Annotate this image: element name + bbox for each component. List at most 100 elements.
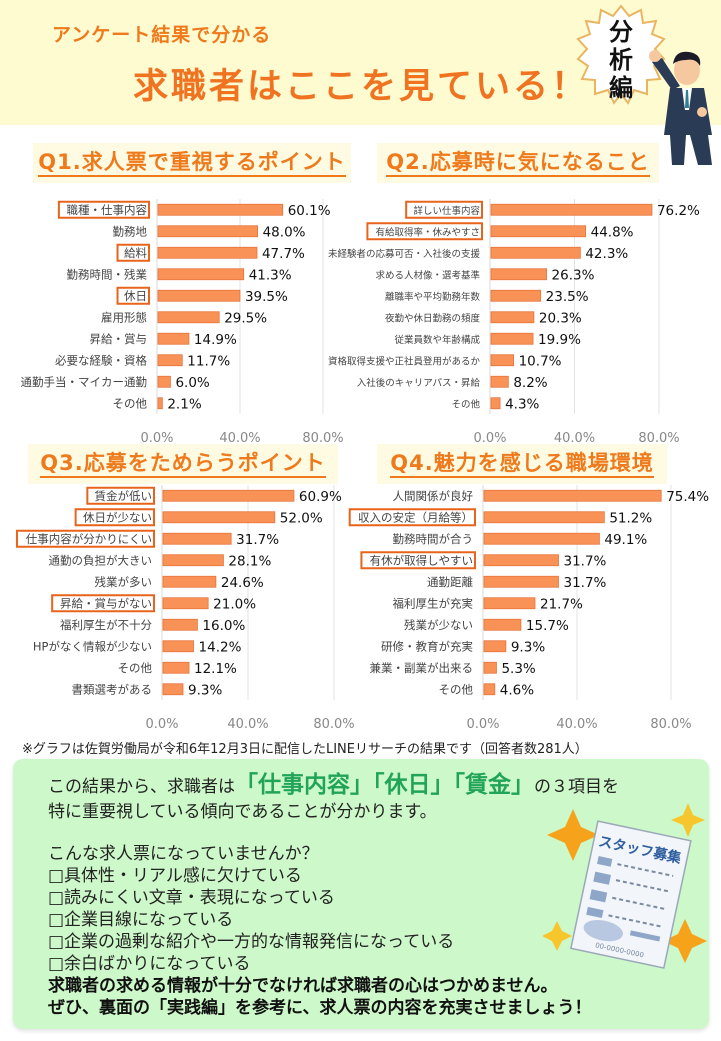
bar — [490, 311, 535, 324]
bar — [157, 289, 241, 302]
x-tick-label: 80.0% — [313, 717, 354, 732]
category-label: 人間関係が良好 — [393, 489, 474, 503]
bar — [483, 554, 559, 567]
category-label: 賃金が低い — [95, 489, 153, 503]
value-label: 48.0% — [263, 224, 306, 240]
value-label: 16.0% — [202, 618, 245, 634]
q1-title: Q1.求人票で重視するポイント — [38, 149, 346, 177]
category-label: 離職率や平均勤務年数 — [385, 291, 481, 303]
bar-chart-svg: 75.4% 人間関係が良好 51.2% 収入の安定（月給等） 49.1% 勤務時間が合う 3… — [348, 485, 709, 732]
value-label: 14.9% — [194, 332, 237, 348]
q4-title-box: Q4.魅力を感じる職場環境 — [377, 444, 667, 484]
category-label: その他 — [451, 398, 480, 410]
highlight-box — [116, 286, 150, 305]
keyword-holidays: 「休日」 — [373, 772, 454, 798]
value-label: 76.2% — [657, 203, 700, 219]
conclusion-line-1: 求職者の求める情報が十分でなければ求職者の心はつかめません。 — [48, 976, 558, 996]
value-label: 8.2% — [513, 375, 547, 391]
businessman-illustration-icon — [649, 50, 712, 165]
category-label: 通勤距離 — [427, 575, 473, 589]
value-label: 28.1% — [228, 553, 271, 569]
bar — [483, 618, 522, 631]
highlight-box — [51, 594, 155, 613]
category-label: 勤務時間・残業 — [67, 267, 148, 281]
category-label: 仕事内容が分かりにくい — [26, 532, 152, 546]
highlight-box — [405, 200, 483, 219]
bar — [483, 511, 605, 524]
bar — [483, 532, 600, 545]
value-label: 60.1% — [288, 203, 331, 219]
highlight-box — [15, 529, 155, 548]
category-label: 兼業・副業が出来る — [370, 661, 474, 675]
highlight-box — [348, 508, 477, 527]
sparkle-icon — [543, 921, 572, 951]
value-label: 5.3% — [501, 661, 535, 677]
value-label: 75.4% — [666, 489, 709, 505]
highlight-box — [86, 486, 155, 505]
category-label: 給料 — [124, 246, 147, 260]
value-label: 9.3% — [511, 639, 545, 655]
q2-chart: 76.2% 詳しい仕事内容 44.8% 有給取得率・休みやすさ 42.3% 未経験者の応募… — [328, 195, 721, 446]
x-tick-label: 0.0% — [140, 431, 173, 446]
checklist-question: こんな求人票になっていませんか？ — [48, 844, 319, 864]
sparkle-icon — [663, 919, 707, 963]
q3-title: Q3.応募をためらうポイント — [40, 450, 326, 478]
bar — [162, 532, 232, 545]
category-label: その他 — [118, 661, 153, 675]
bar — [157, 354, 183, 367]
keyword-job-content: 「仕事内容」 — [235, 772, 373, 798]
x-tick-label: 80.0% — [302, 431, 343, 446]
value-label: 19.9% — [538, 332, 581, 348]
bar — [157, 268, 245, 281]
category-label: 昇給・賞与がない — [60, 596, 152, 610]
bar — [157, 311, 220, 324]
bar — [162, 661, 190, 674]
bar — [157, 332, 190, 345]
keyword-wages: 「賃金」 — [453, 772, 535, 798]
category-label: 福利厚生が不十分 — [60, 618, 152, 632]
summary-intro: この結果から、求職者は — [48, 777, 235, 797]
bar-chart-svg: 60.1% 職種・仕事内容 48.0% 勤務地 47.7% 給料 41.3% 勤務時間・残業 3… — [21, 199, 344, 446]
value-label: 20.3% — [539, 310, 582, 326]
category-label: 必要な経験・資格 — [55, 353, 147, 367]
q2-title: Q2.応募時に気になること — [386, 149, 650, 177]
checklist-item: □余白ばかりになっている — [48, 954, 251, 974]
sparkle-icon — [671, 803, 705, 837]
summary-box: この結果から、求職者は「仕事内容」「休日」「賃金」の３項目を 特に重要視している… — [13, 759, 709, 1029]
category-label: 未経験者の応募可否・入社後の支援 — [328, 248, 481, 260]
x-tick-label: 0.0% — [466, 717, 499, 732]
value-label: 14.2% — [199, 639, 242, 655]
category-label: 従業員数や年齢構成 — [394, 334, 480, 346]
bar — [162, 597, 209, 610]
category-label: 残業が少ない — [404, 618, 473, 632]
source-footnote: ※グラフは佐賀労働局が令和6年12月3日に配信したLINEリサーチの結果です（回… — [22, 742, 588, 757]
value-label: 47.7% — [262, 246, 305, 262]
x-tick-label: 40.0% — [554, 431, 595, 446]
value-label: 44.8% — [591, 224, 634, 240]
value-label: 2.1% — [167, 396, 201, 412]
summary-intro-end: の３項目を — [534, 777, 619, 797]
category-label: 有休が取得しやすい — [370, 553, 473, 567]
x-tick-label: 40.0% — [227, 717, 268, 732]
bar — [157, 397, 163, 410]
bar — [490, 203, 653, 216]
category-label: 有給取得率・休みやすさ — [375, 226, 480, 238]
bar — [490, 289, 542, 302]
category-label: HPがなく情報が少ない — [33, 639, 152, 653]
q4-title: Q4.魅力を感じる職場環境 — [390, 450, 654, 478]
bar — [490, 268, 547, 281]
category-label: 詳しい仕事内容 — [413, 205, 480, 217]
q3-chart: 60.9% 賃金が低い 52.0% 休日が少ない 31.7% 仕事内容が分かりにくい 28.… — [0, 483, 360, 732]
bar — [162, 554, 224, 567]
header-subtitle: アンケート結果で分かる — [52, 24, 272, 46]
value-label: 9.3% — [188, 682, 222, 698]
category-label: 雇用形態 — [101, 310, 147, 324]
bar — [162, 511, 276, 524]
category-label: 福利厚生が充実 — [393, 596, 474, 610]
highlight-box — [360, 551, 476, 570]
value-label: 51.2% — [609, 510, 652, 526]
value-label: 6.0% — [175, 375, 209, 391]
checklist-item: □企業目線になっている — [48, 910, 234, 930]
value-label: 29.5% — [224, 310, 267, 326]
category-label: 休日が少ない — [83, 510, 152, 524]
